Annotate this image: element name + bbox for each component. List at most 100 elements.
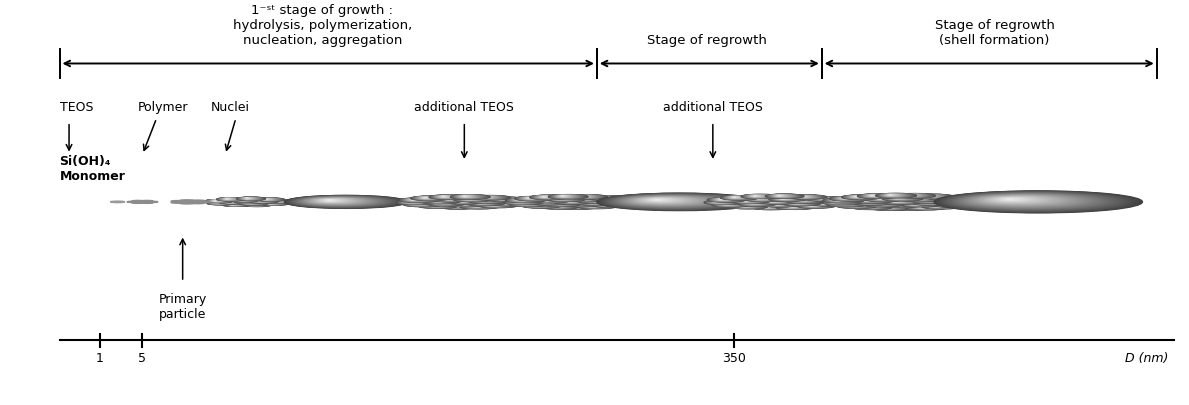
Ellipse shape	[723, 204, 729, 205]
Ellipse shape	[738, 198, 801, 205]
Ellipse shape	[877, 207, 894, 209]
Ellipse shape	[603, 202, 637, 205]
Ellipse shape	[514, 199, 530, 201]
Ellipse shape	[427, 205, 442, 207]
Ellipse shape	[460, 198, 482, 200]
Text: 1⁻ˢᵗ stage of growth :
hydrolysis, polymerization,
nucleation, aggregation: 1⁻ˢᵗ stage of growth : hydrolysis, polym…	[233, 4, 411, 47]
Ellipse shape	[543, 202, 577, 206]
Ellipse shape	[873, 203, 887, 205]
Ellipse shape	[851, 196, 864, 197]
Ellipse shape	[741, 202, 772, 205]
Ellipse shape	[480, 200, 486, 201]
Ellipse shape	[258, 198, 279, 200]
Ellipse shape	[578, 201, 612, 205]
Ellipse shape	[795, 196, 814, 198]
Ellipse shape	[573, 198, 590, 200]
Ellipse shape	[743, 195, 776, 198]
Ellipse shape	[222, 201, 243, 203]
Ellipse shape	[889, 206, 926, 210]
Ellipse shape	[449, 200, 476, 203]
Ellipse shape	[743, 198, 792, 203]
Ellipse shape	[945, 198, 962, 200]
Ellipse shape	[581, 199, 611, 202]
Ellipse shape	[611, 202, 623, 204]
Ellipse shape	[603, 204, 612, 205]
Ellipse shape	[747, 198, 779, 201]
Ellipse shape	[828, 202, 866, 207]
Ellipse shape	[838, 204, 875, 208]
Ellipse shape	[245, 204, 268, 206]
Ellipse shape	[246, 204, 266, 206]
Ellipse shape	[241, 201, 250, 202]
Ellipse shape	[220, 201, 249, 204]
Ellipse shape	[772, 197, 803, 200]
Ellipse shape	[522, 197, 541, 199]
Ellipse shape	[219, 198, 241, 200]
Ellipse shape	[899, 194, 927, 197]
Ellipse shape	[882, 203, 920, 207]
Ellipse shape	[587, 196, 621, 200]
Ellipse shape	[521, 203, 528, 204]
Ellipse shape	[911, 204, 920, 205]
Ellipse shape	[564, 202, 597, 206]
Ellipse shape	[474, 200, 496, 202]
Ellipse shape	[572, 203, 581, 205]
Ellipse shape	[944, 192, 1125, 211]
Ellipse shape	[603, 201, 638, 205]
Ellipse shape	[740, 206, 749, 207]
Ellipse shape	[918, 207, 926, 208]
Ellipse shape	[426, 200, 448, 202]
Ellipse shape	[219, 198, 243, 200]
Ellipse shape	[993, 197, 1039, 202]
Ellipse shape	[570, 195, 605, 199]
Ellipse shape	[763, 200, 788, 203]
Ellipse shape	[869, 195, 876, 196]
Ellipse shape	[932, 196, 957, 199]
Ellipse shape	[904, 198, 936, 201]
Ellipse shape	[435, 198, 465, 201]
Ellipse shape	[264, 202, 281, 205]
Ellipse shape	[581, 205, 608, 208]
Ellipse shape	[436, 196, 454, 198]
Ellipse shape	[876, 194, 917, 198]
Ellipse shape	[546, 197, 585, 201]
Ellipse shape	[584, 200, 608, 202]
Ellipse shape	[772, 204, 779, 205]
Ellipse shape	[473, 200, 498, 202]
Ellipse shape	[935, 196, 955, 198]
Ellipse shape	[517, 203, 534, 205]
Ellipse shape	[974, 195, 1071, 205]
Ellipse shape	[749, 203, 756, 204]
Ellipse shape	[553, 200, 593, 204]
Ellipse shape	[718, 199, 724, 200]
Ellipse shape	[738, 200, 754, 202]
Ellipse shape	[454, 203, 471, 205]
Ellipse shape	[731, 205, 763, 208]
Ellipse shape	[912, 194, 954, 198]
Ellipse shape	[818, 200, 843, 202]
Ellipse shape	[753, 199, 774, 202]
Ellipse shape	[454, 201, 466, 202]
Ellipse shape	[507, 200, 539, 204]
Ellipse shape	[930, 196, 962, 199]
Ellipse shape	[438, 196, 453, 198]
Ellipse shape	[801, 205, 828, 207]
Ellipse shape	[627, 196, 710, 205]
Ellipse shape	[458, 196, 477, 198]
Ellipse shape	[442, 199, 452, 200]
Ellipse shape	[916, 207, 930, 208]
Ellipse shape	[457, 201, 461, 202]
Ellipse shape	[952, 200, 964, 201]
Ellipse shape	[580, 205, 610, 208]
Ellipse shape	[767, 201, 781, 202]
Ellipse shape	[836, 203, 850, 205]
Ellipse shape	[920, 195, 937, 197]
Ellipse shape	[711, 198, 738, 201]
Ellipse shape	[793, 196, 818, 198]
Ellipse shape	[499, 200, 520, 202]
Text: additional TEOS: additional TEOS	[663, 102, 763, 115]
Ellipse shape	[943, 199, 981, 203]
Ellipse shape	[552, 198, 574, 200]
Ellipse shape	[208, 202, 234, 205]
Ellipse shape	[533, 205, 542, 206]
